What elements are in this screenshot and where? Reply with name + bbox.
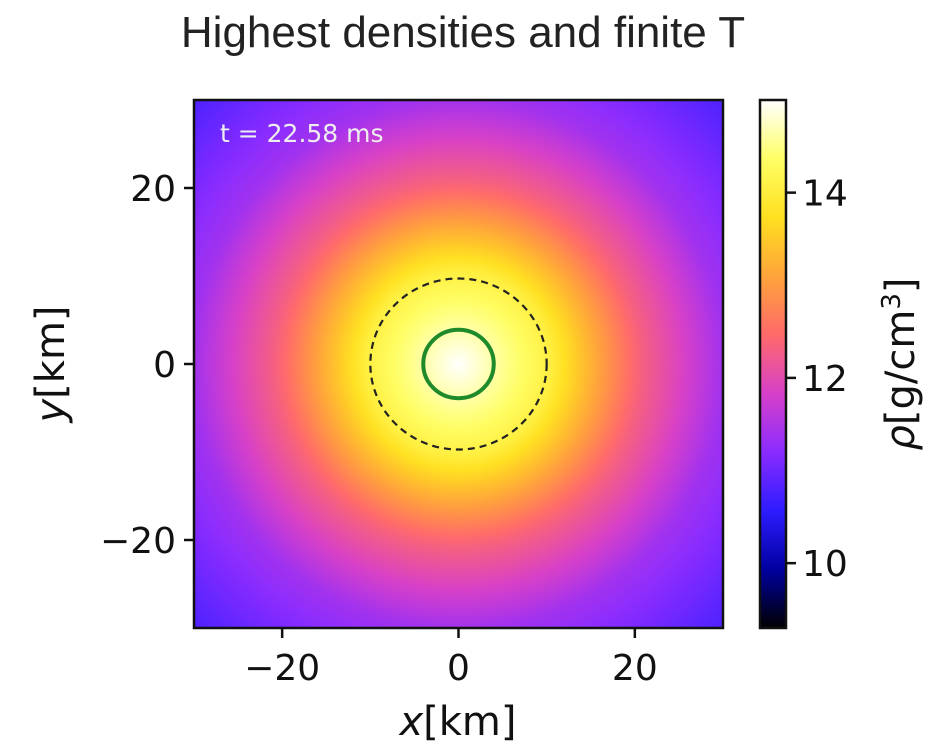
- colorbar-ticks: 14 12 10: [786, 174, 848, 585]
- x-axis-unit: [km]: [423, 699, 516, 745]
- x-tick-label: 0: [447, 648, 470, 689]
- y-tick-label: −20: [100, 521, 176, 562]
- y-tick-label: 20: [130, 169, 176, 210]
- x-axis-label: x[km]: [397, 699, 516, 745]
- y-tick-label: 0: [153, 345, 176, 386]
- x-axis-ticks: −20 0 20: [244, 628, 658, 689]
- colorbar-var: ρ: [878, 425, 924, 450]
- colorbar-frame: [758, 98, 788, 630]
- contour-outer: [369, 277, 548, 451]
- x-tick-label: −20: [244, 648, 320, 689]
- colorbar-exponent: 3: [877, 293, 907, 310]
- colorbar-unit: [g/cm: [878, 310, 924, 425]
- contours-layer: [369, 277, 548, 451]
- colorbar-tick-label: 14: [802, 174, 848, 215]
- x-axis-var: x: [397, 699, 423, 745]
- contour-inner: [421, 327, 496, 401]
- y-axis-label: y[km]: [28, 305, 74, 423]
- colorbar-label: ρ[g/cm3]: [877, 278, 924, 451]
- colorbar-tick-label: 10: [802, 544, 848, 585]
- y-axis-ticks: 20 0 −20: [100, 169, 194, 562]
- colorbar-unit-close: ]: [878, 278, 924, 294]
- y-axis-unit: [km]: [28, 305, 74, 398]
- slide-title: Highest densities and finite T: [180, 8, 746, 57]
- time-annotation: t = 22.58 ms: [220, 119, 384, 148]
- x-tick-label: 20: [612, 648, 658, 689]
- colorbar-tick-label: 12: [802, 359, 848, 400]
- y-axis-var: y: [28, 398, 74, 424]
- colorbar: [760, 100, 786, 628]
- density-heatmap: [194, 100, 723, 628]
